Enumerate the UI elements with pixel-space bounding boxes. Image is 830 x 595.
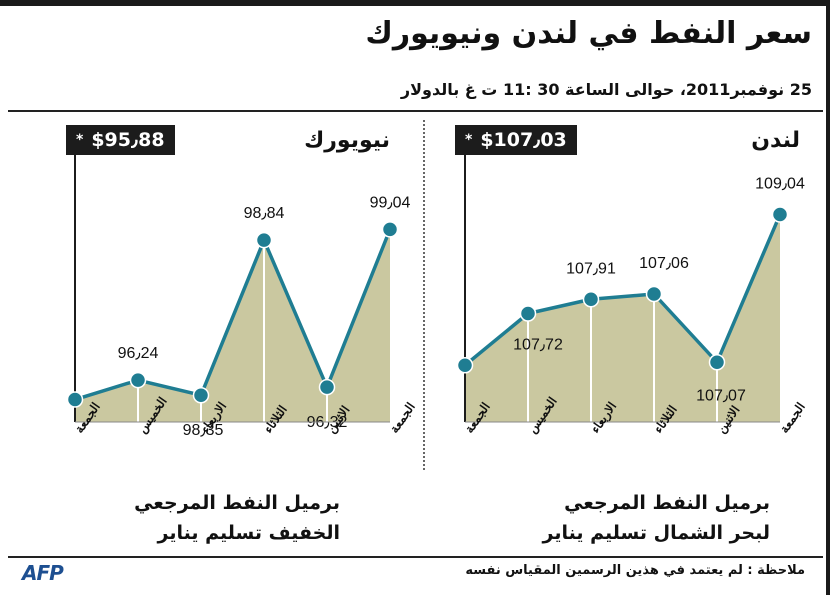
newyork-caption: برميل النفط المرجعي الخفيف تسليم يناير xyxy=(134,488,340,548)
london-price-label: $107٫03 xyxy=(480,129,567,151)
newyork-data-label: 96٫24 xyxy=(118,345,159,362)
page-subtitle: 25 نوفمبر2011، حوالى الساعة 30 :11 ت غ ب… xyxy=(400,80,812,99)
newyork-price-label: $95٫88 xyxy=(91,129,165,151)
newyork-price-marker: * xyxy=(76,132,84,148)
london-caption-line2: لبحر الشمال تسليم يناير xyxy=(542,522,770,544)
london-data-label: 109٫04 xyxy=(755,176,805,193)
newyork-panel-title: نيويورك xyxy=(304,128,390,153)
london-data-point xyxy=(456,357,474,374)
london-data-point xyxy=(519,305,537,322)
newyork-data-label: 96٫32 xyxy=(307,414,348,431)
newyork-data-label: 98٫84 xyxy=(244,205,285,222)
london-data-point xyxy=(582,291,600,308)
newyork-data-point xyxy=(255,231,273,249)
afp-logo: AFP xyxy=(22,561,64,585)
london-series-line xyxy=(463,213,782,367)
london-data-point xyxy=(645,285,663,303)
london-data-label: 107٫91 xyxy=(566,260,616,277)
newyork-area xyxy=(75,229,390,422)
panel-divider xyxy=(423,120,425,470)
newyork-data-point xyxy=(381,221,399,238)
london-data-label: 107٫72 xyxy=(513,337,563,354)
london-data-label: 107٫06 xyxy=(639,255,689,272)
page-title: سعر النفط في لندن ونيويورك xyxy=(365,16,812,51)
london-area xyxy=(465,214,780,422)
london-price-marker: * xyxy=(465,132,473,148)
newyork-price-box: * $95٫88 xyxy=(66,125,175,155)
london-price-box: * $107٫03 xyxy=(455,125,577,155)
london-data-label: 107٫07 xyxy=(696,387,746,404)
london-data-point xyxy=(708,354,726,371)
newyork-series-line xyxy=(74,228,392,402)
top-border xyxy=(0,0,830,6)
london-caption: برميل النفط المرجعي لبحر الشمال تسليم ين… xyxy=(543,488,770,548)
right-border xyxy=(826,0,830,595)
london-panel-title: لندن xyxy=(751,128,800,153)
newyork-caption-line2: الخفيف تسليم يناير xyxy=(157,522,341,544)
london-tick-label: الجمعة xyxy=(777,400,808,436)
newyork-data-point xyxy=(66,391,84,408)
footer-note: ملاحظة : لم يعتمد في هذين الرسمين المقيا… xyxy=(465,563,805,578)
newyork-data-label: 99٫04 xyxy=(370,194,411,211)
footer-rule xyxy=(8,556,823,558)
header-rule xyxy=(8,110,823,112)
newyork-caption-line1: برميل النفط المرجعي xyxy=(134,492,340,514)
newyork-data-point xyxy=(192,386,210,404)
london-caption-line1: برميل النفط المرجعي xyxy=(564,492,770,514)
newyork-data-point xyxy=(129,371,147,389)
london-data-point xyxy=(771,206,789,223)
newyork-data-point xyxy=(318,378,336,396)
newyork-data-label: 98٫35 xyxy=(183,422,224,439)
